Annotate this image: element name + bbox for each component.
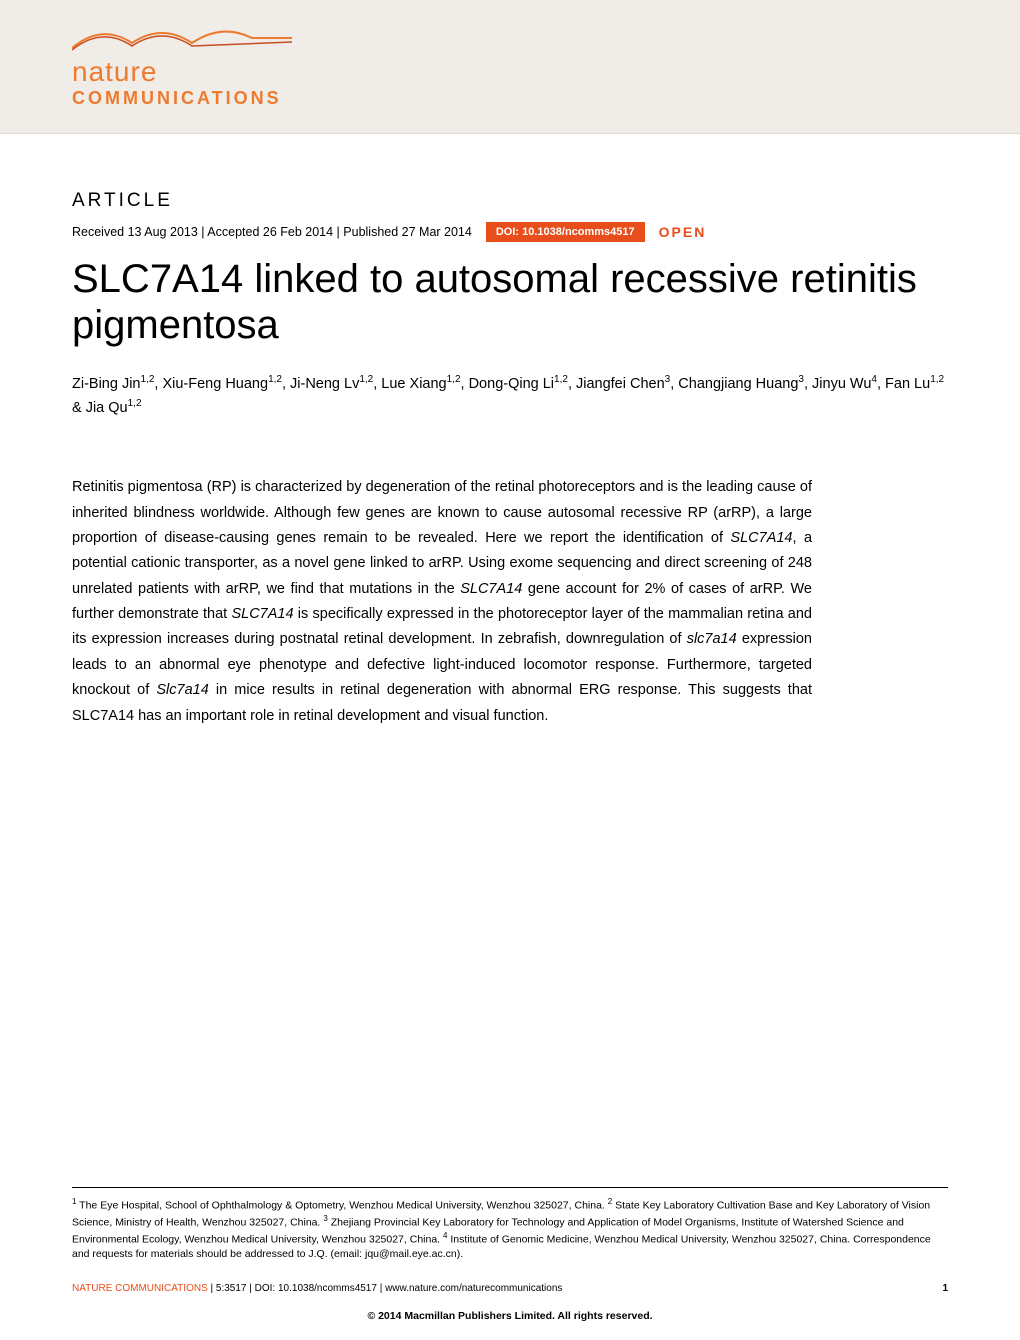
article-type-label: ARTICLE — [72, 190, 948, 212]
footer-left: NATURE COMMUNICATIONS | 5:3517 | DOI: 10… — [72, 1283, 562, 1294]
abstract-text: Retinitis pigmentosa (RP) is characteriz… — [72, 475, 812, 729]
author-list: Zi-Bing Jin1,2, Xiu-Feng Huang1,2, Ji-Ne… — [72, 372, 948, 419]
footer-journal-name: NATURE COMMUNICATIONS — [72, 1283, 208, 1294]
footer-meta: | 5:3517 | DOI: 10.1038/ncomms4517 | www… — [208, 1283, 563, 1294]
doi-badge: DOI: 10.1038/ncomms4517 — [486, 222, 645, 242]
journal-logo: nature COMMUNICATIONS — [72, 56, 282, 109]
article-dates: Received 13 Aug 2013 | Accepted 26 Feb 2… — [72, 225, 472, 239]
dateline-row: Received 13 Aug 2013 | Accepted 26 Feb 2… — [72, 222, 948, 242]
copyright-text: © 2014 Macmillan Publishers Limited. All… — [367, 1310, 652, 1322]
logo-swoosh — [72, 18, 292, 58]
open-access-badge: OPEN — [659, 224, 707, 240]
copyright-line: © 2014 Macmillan Publishers Limited. All… — [0, 1310, 1020, 1322]
footer-citation: NATURE COMMUNICATIONS | 5:3517 | DOI: 10… — [72, 1283, 948, 1294]
article-content: ARTICLE Received 13 Aug 2013 | Accepted … — [0, 134, 1020, 729]
logo-text-communications: COMMUNICATIONS — [72, 88, 282, 109]
page-number: 1 — [942, 1283, 948, 1294]
logo-text-nature: nature — [72, 56, 282, 88]
affiliations: 1 The Eye Hospital, School of Ophthalmol… — [72, 1187, 948, 1262]
journal-header-band: nature COMMUNICATIONS — [0, 0, 1020, 134]
article-title: SLC7A14 linked to autosomal recessive re… — [72, 256, 948, 348]
